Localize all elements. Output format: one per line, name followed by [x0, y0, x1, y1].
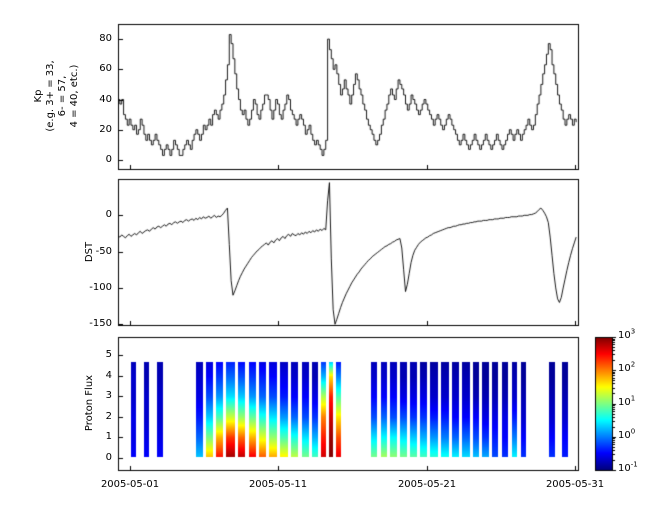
- proton_flux-ytick-label: 3: [105, 390, 112, 401]
- proton_flux-ytick-label: 5: [105, 349, 112, 360]
- colorbar: [595, 337, 612, 470]
- kp-ytick-label: 0: [105, 154, 112, 165]
- kp-ytick-label: 60: [99, 63, 112, 74]
- kp-axis-label: Kp (e.g. 3+ = 33, 6- = 57, 4 = 40, etc.): [33, 60, 80, 132]
- colorbar-tick-label: 102: [618, 360, 636, 374]
- xtick-date-label: 2005-05-31: [545, 479, 605, 490]
- kp-ytick-label: 20: [99, 124, 112, 135]
- kp-ytick-label: 40: [99, 94, 112, 105]
- colorbar-tick-label: 10-1: [618, 460, 638, 474]
- dst-axis-label: DST: [84, 241, 95, 263]
- colorbar-tick-label: 103: [618, 327, 636, 341]
- xtick-date-label: 2005-05-11: [248, 479, 308, 490]
- proton_flux-ytick-label: 1: [105, 431, 112, 442]
- xtick-date-label: 2005-05-21: [397, 479, 457, 490]
- proton_flux-ytick-label: 2: [105, 411, 112, 422]
- dst-panel: [118, 179, 578, 325]
- kp-ytick-label: 80: [99, 33, 112, 44]
- kp-panel: [118, 24, 578, 169]
- dst-ytick-label: -100: [89, 282, 112, 293]
- colorbar-tick-label: 101: [618, 394, 636, 408]
- proton_flux-ytick-label: 0: [105, 452, 112, 463]
- proton-flux-panel: [118, 337, 578, 470]
- proton-flux-axis-label: Proton Flux: [84, 374, 95, 432]
- xtick-date-label: 2005-05-01: [100, 479, 160, 490]
- dst-ytick-label: -50: [95, 246, 112, 257]
- dst-ytick-label: -150: [89, 318, 112, 329]
- colorbar-tick-label: 100: [618, 427, 636, 441]
- dst-ytick-label: 0: [105, 209, 112, 220]
- proton_flux-ytick-label: 4: [105, 370, 112, 381]
